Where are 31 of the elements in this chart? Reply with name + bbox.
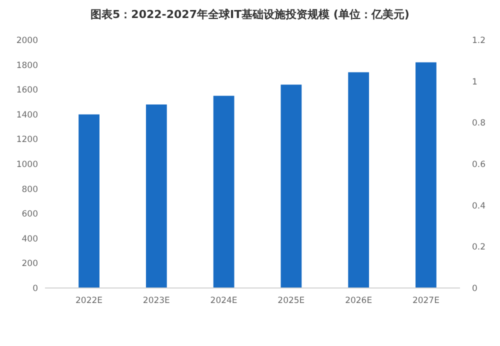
x-tick-label: 2025E — [278, 296, 305, 306]
bar — [146, 104, 167, 288]
x-tick-label: 2022E — [76, 296, 103, 306]
y-tick-label: 400 — [22, 234, 38, 244]
y2-tick-label: 0.6 — [472, 160, 486, 170]
y2-tick-label: 0 — [472, 284, 478, 294]
bar — [348, 72, 370, 288]
bar — [416, 62, 436, 288]
y-tick-label: 2000 — [16, 36, 38, 46]
chart-title: 图表5：2022-2027年全球IT基础设施投资规模 (单位：亿美元) — [90, 8, 410, 21]
y-tick-label: 600 — [22, 210, 38, 220]
x-tick-label: 2023E — [142, 296, 170, 306]
x-tick-label: 2027E — [412, 296, 440, 306]
bar — [213, 96, 234, 288]
y2-tick-label: 1 — [472, 77, 478, 88]
y2-tick-label: 1.2 — [472, 36, 486, 46]
y2-tick-label: 0.4 — [472, 201, 486, 212]
bar — [78, 114, 100, 288]
y2-tick-label: 0.8 — [472, 118, 486, 129]
y-tick-label: 1400 — [16, 110, 38, 120]
y-tick-label: 1000 — [16, 160, 38, 170]
x-tick-label: 2026E — [345, 296, 372, 306]
y-tick-label: 200 — [22, 259, 38, 270]
bar — [280, 84, 302, 288]
y-tick-label: 1600 — [16, 86, 38, 96]
y-tick-label: 800 — [22, 184, 38, 195]
y-tick-label: 1800 — [16, 60, 38, 71]
y-tick-label: 0 — [32, 284, 38, 294]
y2-tick-label: 0.2 — [472, 242, 486, 253]
x-tick-label: 2024E — [210, 296, 238, 306]
y-tick-label: 1200 — [16, 135, 38, 146]
